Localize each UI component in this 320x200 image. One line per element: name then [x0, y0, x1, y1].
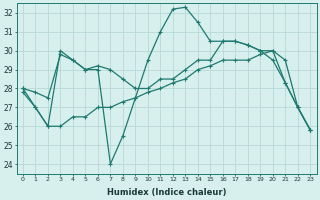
X-axis label: Humidex (Indice chaleur): Humidex (Indice chaleur): [107, 188, 226, 197]
